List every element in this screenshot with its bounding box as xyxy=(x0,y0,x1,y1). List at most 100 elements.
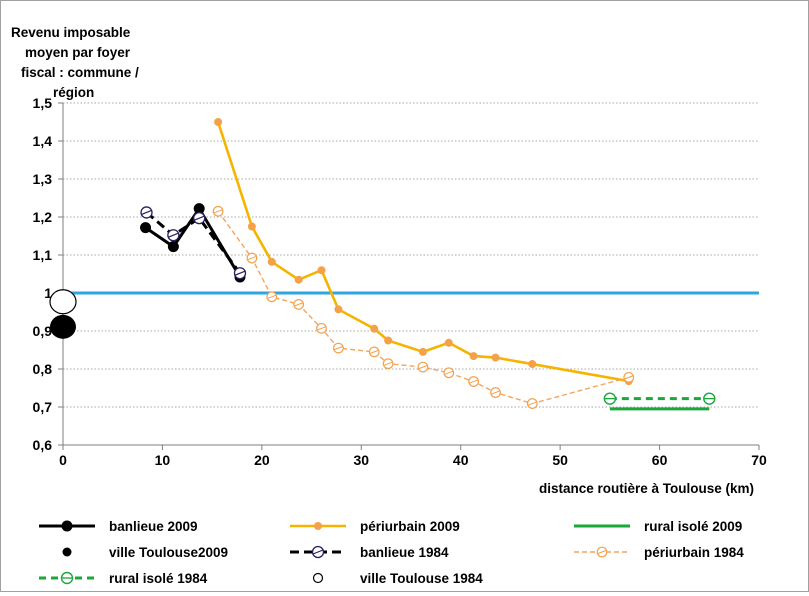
legend-item-banlieue-1984-label: banlieue 1984 xyxy=(360,545,449,560)
axes xyxy=(58,102,760,450)
series-periurbain-2009-point xyxy=(334,305,343,314)
series-periurbain-1984 xyxy=(212,205,635,409)
series-periurbain-2009-point xyxy=(384,336,393,345)
series-banlieue-1984-line xyxy=(145,211,242,275)
legend-item-rural-isole-1984-label: rural isolé 1984 xyxy=(109,571,208,586)
series-group xyxy=(49,118,759,411)
series-periurbain-1984-point-bar xyxy=(383,361,393,366)
legend-item-periurbain-1984: périurbain 1984 xyxy=(574,545,744,560)
series-periurbain-1984-point-bar xyxy=(469,379,478,384)
legend-item-banlieue-2009-swatch-marker xyxy=(61,520,73,532)
y-axis-label: Revenu imposable moyen par foyer fiscal … xyxy=(11,25,139,100)
legend-item-ville-toulouse-1984-label: ville Toulouse 1984 xyxy=(360,571,483,586)
series-ville-toulouse2009 xyxy=(50,314,76,339)
y-tick-label: 0,7 xyxy=(33,399,53,415)
legend-item-periurbain-2009: périurbain 2009 xyxy=(290,519,460,534)
series-banlieue-1984-point-bar xyxy=(141,209,152,215)
series-periurbain-1984-point-bar xyxy=(491,390,500,395)
series-periurbain-2009-line xyxy=(216,121,629,383)
series-periurbain-1984-point-bar xyxy=(444,370,453,375)
x-tick-label: 60 xyxy=(652,452,668,468)
series-periurbain-1984-point-bar xyxy=(213,209,223,214)
legend-item-periurbain-1984-label: périurbain 1984 xyxy=(644,545,744,560)
legend-item-banlieue-2009-label: banlieue 2009 xyxy=(109,519,198,534)
series-ville-toulouse2009-point xyxy=(50,314,76,339)
series-banlieue-1984-point-bar xyxy=(193,215,205,221)
series-periurbain-2009-point xyxy=(528,360,537,369)
y-tick-label: 1,3 xyxy=(33,171,53,187)
series-periurbain-1984-point-bar xyxy=(247,256,257,261)
x-tick-label: 40 xyxy=(453,452,469,468)
series-periurbain-2009 xyxy=(214,118,633,386)
series-periurbain-1984-line xyxy=(217,210,629,405)
tick-labels: 0,6 0,7 0,8 0,9 1 1,1 1,2 1,3 1,4 1,5 0 10 20 30 40 50 6… xyxy=(33,95,767,468)
series-periurbain-2009-point xyxy=(317,266,326,275)
legend-item-banlieue-1984-swatch-marker-bar xyxy=(312,549,324,555)
series-ville-toulouse-1984 xyxy=(49,289,77,315)
y-axis-label-line-1: Revenu imposable xyxy=(11,25,131,40)
x-tick-label: 50 xyxy=(552,452,568,468)
y-axis-label-line-2: moyen par foyer xyxy=(25,45,131,60)
legend-item-ville-toulouse2009: ville Toulouse2009 xyxy=(62,545,228,560)
y-tick-label: 1,1 xyxy=(33,247,53,263)
y-tick-label: 1,4 xyxy=(33,133,53,149)
legend: banlieue 2009 périurbain 2009 rural isolé … xyxy=(39,519,744,586)
series-periurbain-1984-point-bar xyxy=(418,365,428,370)
legend-item-periurbain-2009-label: périurbain 2009 xyxy=(360,519,460,534)
series-periurbain-1984-point-bar xyxy=(624,375,633,380)
x-tick-label: 20 xyxy=(254,452,270,468)
series-periurbain-1984-point-bar xyxy=(267,294,276,299)
series-rural-isole-1984 xyxy=(603,392,716,405)
series-banlieue-2009-line xyxy=(144,205,242,278)
grid-lines xyxy=(63,102,759,408)
series-banlieue-2009-point xyxy=(193,203,205,215)
y-tick-label: 1 xyxy=(44,285,52,301)
legend-item-periurbain-1984-swatch-marker-bar xyxy=(597,550,607,554)
series-banlieue-1984-point-bar xyxy=(234,270,246,276)
y-axis-label-line-4: région xyxy=(53,85,94,100)
series-periurbain-2009-point xyxy=(370,324,379,333)
series-periurbain-1984-point-bar xyxy=(370,349,379,354)
x-tick-label: 10 xyxy=(155,452,171,468)
series-periurbain-1984-point-bar xyxy=(317,326,326,331)
series-periurbain-2009-point xyxy=(469,352,478,361)
legend-item-rural-isole-2009-label: rural isolé 2009 xyxy=(644,519,742,534)
series-periurbain-2009-point xyxy=(214,118,223,126)
y-tick-label: 0,8 xyxy=(33,361,53,377)
x-tick-label: 30 xyxy=(353,452,369,468)
x-axis-label: distance routière à Toulouse (km) xyxy=(539,481,754,496)
series-periurbain-2009-point xyxy=(247,222,256,231)
x-tick-label: 0 xyxy=(59,452,67,468)
legend-item-banlieue-2009: banlieue 2009 xyxy=(39,519,198,534)
series-periurbain-1984-point-bar xyxy=(528,401,537,406)
legend-item-ville-toulouse2009-swatch-marker xyxy=(62,547,72,557)
series-ville-toulouse-1984-point xyxy=(49,289,77,315)
legend-item-ville-toulouse-1984: ville Toulouse 1984 xyxy=(312,571,483,586)
series-banlieue-1984 xyxy=(140,206,247,280)
y-tick-label: 0,6 xyxy=(33,437,53,453)
y-tick-label: 1,2 xyxy=(33,209,53,225)
series-periurbain-2009-point xyxy=(491,353,500,362)
series-banlieue-2009-point xyxy=(140,222,152,234)
series-periurbain-2009-point xyxy=(294,275,303,284)
y-tick-label: 0,9 xyxy=(33,323,53,339)
legend-item-rural-isole-1984: rural isolé 1984 xyxy=(39,571,208,586)
x-tick-label: 70 xyxy=(751,452,767,468)
series-periurbain-2009-point xyxy=(418,347,427,356)
legend-item-ville-toulouse-1984-swatch-marker xyxy=(312,572,324,584)
y-axis-label-line-3: fiscal : commune / xyxy=(21,65,139,80)
series-banlieue-2009 xyxy=(140,203,246,283)
legend-item-banlieue-1984: banlieue 1984 xyxy=(290,545,449,560)
series-banlieue-1984-point-bar xyxy=(168,232,179,238)
legend-item-periurbain-2009-swatch-marker xyxy=(314,522,322,530)
series-periurbain-1984-point-bar xyxy=(294,302,303,307)
series-periurbain-2009-point xyxy=(444,338,453,347)
series-periurbain-2009-point xyxy=(267,257,276,266)
series-periurbain-1984-point-bar xyxy=(334,346,343,351)
y-tick-label: 1,5 xyxy=(33,95,53,111)
series-banlieue-2009-point xyxy=(167,241,179,253)
legend-item-ville-toulouse2009-label: ville Toulouse2009 xyxy=(109,545,228,560)
legend-item-rural-isole-2009: rural isolé 2009 xyxy=(574,519,742,534)
